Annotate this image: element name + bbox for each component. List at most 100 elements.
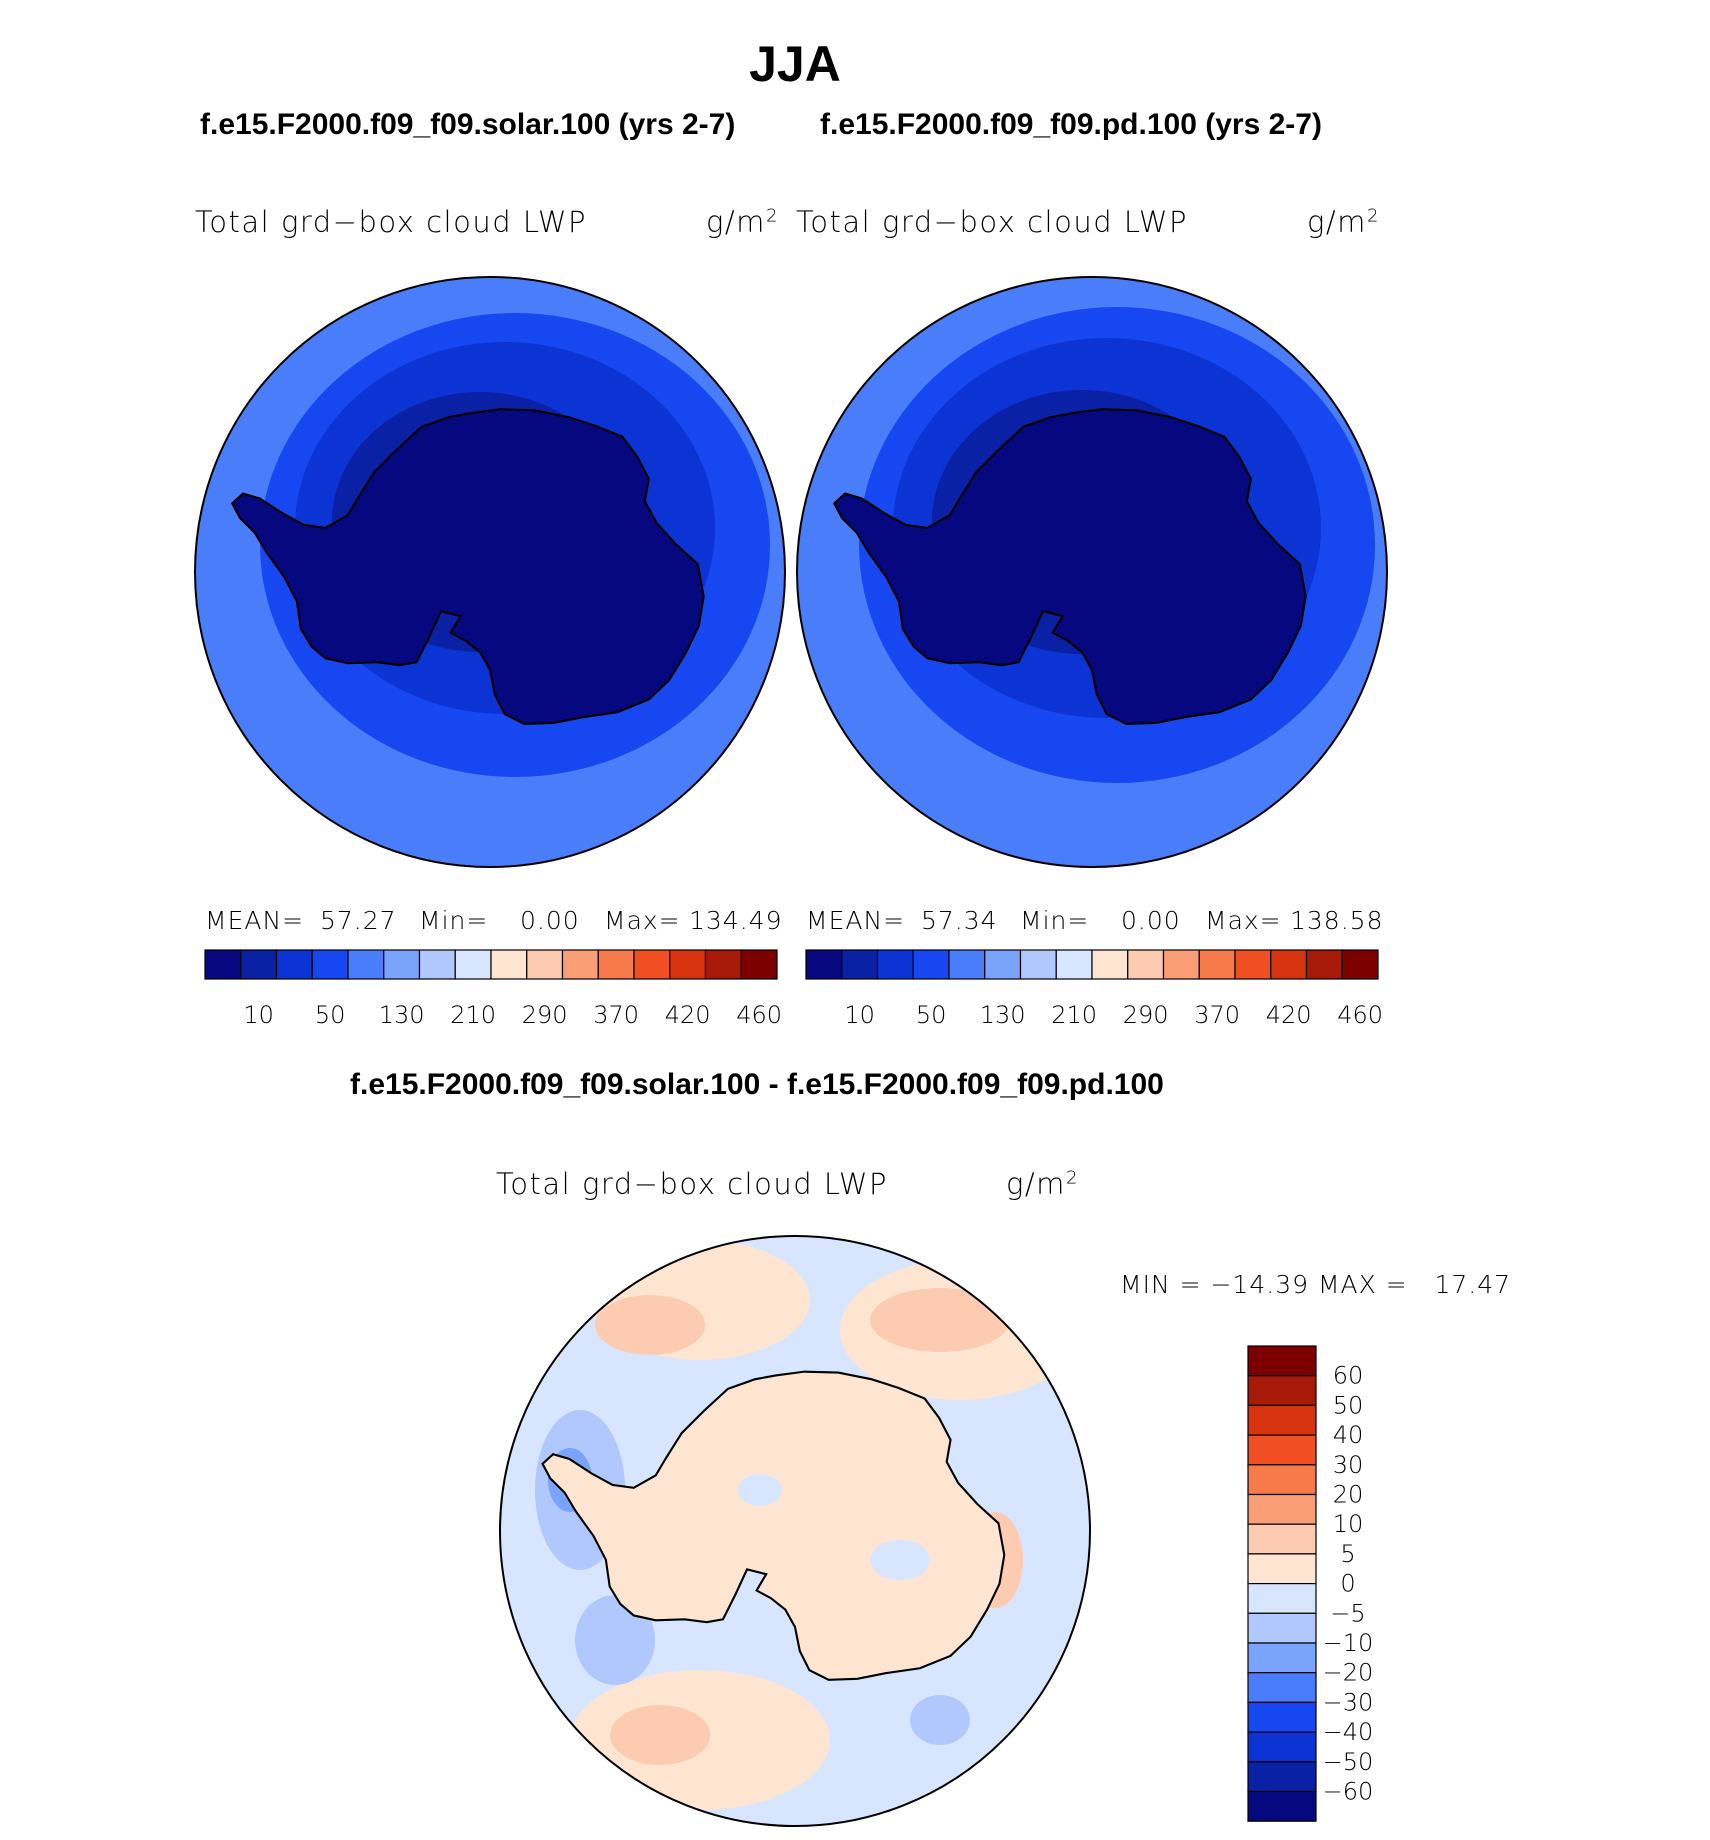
panel1-min-label: Min=: [419, 906, 489, 935]
panel1-colorbar-tick: 290: [522, 1001, 568, 1029]
panel1-colorbar-tick: 370: [593, 1001, 639, 1029]
panel2-mean-value: 57.34: [921, 906, 998, 935]
panel2-colorbar-box: [1270, 949, 1308, 980]
panel2-colorbar-tick: 460: [1337, 1001, 1383, 1029]
panel2-colorbar-box: [984, 949, 1022, 980]
panel2-colorbar-box: [805, 949, 843, 980]
panel1-colorbar-box: [669, 949, 707, 980]
diff-colorbar-box: [1247, 1493, 1317, 1525]
diff-colorbar-box: [1247, 1345, 1317, 1377]
panel1-colorbar-box: [597, 949, 635, 980]
panel1-colorbar-tick: 50: [315, 1001, 346, 1029]
panel2-colorbar-tick: 420: [1266, 1001, 1312, 1029]
diff-colorbar-tick: 5: [1340, 1540, 1355, 1568]
diff-colorbar-tick: 20: [1333, 1481, 1364, 1509]
diff-units-exp: 2: [1065, 1167, 1079, 1189]
panel1-units: g/m2: [706, 205, 779, 239]
diff-minmax: MIN = −14.39 MAX = 17.47: [1120, 1270, 1512, 1299]
panel1-units-base: g/m: [706, 205, 766, 239]
panel2-colorbar-box: [1162, 949, 1200, 980]
panel2-variable-label: Total grd−box cloud LWP: [796, 205, 1189, 239]
panel1-colorbar-tick: 210: [450, 1001, 496, 1029]
panel2-case-title: f.e15.F2000.f09_f09.pd.100 (yrs 2-7): [820, 108, 1322, 141]
panel1-colorbar-box: [204, 949, 242, 980]
panel1-colorbar-box: [454, 949, 492, 980]
panel2-colorbar-box: [1091, 949, 1129, 980]
diff-colorbar-box: [1247, 1404, 1317, 1436]
panel1-max-value: 134.49: [689, 906, 783, 935]
diff-colorbar-tick: −10: [1323, 1629, 1374, 1657]
diff-colorbar-box: [1247, 1790, 1317, 1822]
panel1-max-label: Max=: [604, 906, 681, 935]
panel1-colorbar-box: [275, 949, 313, 980]
panel2-colorbar-box: [1341, 949, 1379, 980]
diff-title: f.e15.F2000.f09_f09.solar.100 - f.e15.F2…: [350, 1068, 1164, 1101]
panel1-min-value: 0.00: [520, 906, 580, 935]
panel2-map: [796, 276, 1388, 868]
panel2-colorbar-box: [1055, 949, 1093, 980]
diff-colorbar-tick: −20: [1323, 1659, 1374, 1687]
diff-colorbar-box: [1247, 1612, 1317, 1644]
diff-colorbar-box: [1247, 1375, 1317, 1406]
panel2-colorbar-box: [1198, 949, 1236, 980]
diff-colorbar-tick: −60: [1323, 1778, 1374, 1806]
panel1-variable-label: Total grd−box cloud LWP: [195, 205, 588, 239]
diff-colorbar-tick: 0: [1340, 1570, 1355, 1598]
panel2-colorbar-box: [1234, 949, 1272, 980]
panel1-colorbar-box: [740, 949, 778, 980]
panel1-colorbar-box: [418, 949, 456, 980]
diff-colorbar-box: [1247, 1464, 1317, 1496]
diff-colorbar-box: [1247, 1582, 1317, 1614]
diff-colorbar-tick: −5: [1330, 1599, 1365, 1627]
panel2-max-label: Max=: [1205, 906, 1282, 935]
panel1-map: [194, 276, 786, 868]
panel1-colorbar: 10 50 130 210 290 370 420 460: [204, 949, 782, 1029]
panel2-colorbar-box: [912, 949, 950, 980]
panel2-min-value: 0.00: [1121, 906, 1181, 935]
diff-colorbar-tick: 60: [1333, 1362, 1364, 1390]
diff-units: g/m2: [1006, 1167, 1079, 1201]
panel2-colorbar-tick: 210: [1051, 1001, 1097, 1029]
panel1-colorbar-tick: 10: [243, 1001, 274, 1029]
diff-map: [499, 1235, 1091, 1827]
diff-colorbar-tick: 30: [1333, 1451, 1364, 1479]
diff-units-base: g/m: [1006, 1167, 1066, 1201]
panel2-max-value: 138.58: [1290, 906, 1384, 935]
panel2-units-exp: 2: [1366, 205, 1380, 227]
panel1-colorbar-box: [490, 949, 528, 980]
panel1-colorbar-tick: 130: [379, 1001, 425, 1029]
panel2-colorbar-tick: 50: [916, 1001, 947, 1029]
panel2-colorbar: 10 50 130 210 290 370 420 460: [805, 949, 1383, 1029]
panel1-colorbar-box: [311, 949, 349, 980]
panel2-colorbar-box: [841, 949, 879, 980]
panel1-colorbar-box: [561, 949, 599, 980]
panel1-colorbar-box: [704, 949, 742, 980]
diff-colorbar-tick: −50: [1323, 1748, 1374, 1776]
diff-colorbar-box: [1247, 1761, 1317, 1793]
diff-colorbar-tick: −40: [1323, 1718, 1374, 1746]
panel1-colorbar-box: [383, 949, 421, 980]
diff-colorbar-tick: −30: [1323, 1688, 1374, 1716]
panel2-colorbar-box: [1127, 949, 1165, 980]
panel2-min-label: Min=: [1020, 906, 1090, 935]
panel2-units: g/m2: [1307, 205, 1380, 239]
panel1-colorbar-box: [240, 949, 278, 980]
diff-colorbar-box: [1247, 1642, 1317, 1674]
panel1-colorbar-tick: 420: [665, 1001, 711, 1029]
panel1-mean-label: MEAN=: [205, 906, 305, 935]
diff-colorbar-tick: 10: [1333, 1510, 1364, 1538]
season-title: JJA: [749, 36, 841, 92]
diff-colorbar-box: [1247, 1523, 1317, 1555]
panel2-colorbar-tick: 370: [1194, 1001, 1240, 1029]
panel2-colorbar-tick: 130: [980, 1001, 1026, 1029]
diff-colorbar-box: [1247, 1672, 1317, 1703]
diff-colorbar-box: [1247, 1701, 1317, 1733]
panel1-colorbar-tick: 460: [736, 1001, 782, 1029]
panel2-colorbar-box: [948, 949, 986, 980]
diff-colorbar-tick: 50: [1333, 1391, 1364, 1419]
diff-colorbar-box: [1247, 1731, 1317, 1763]
panel2-colorbar-box: [876, 949, 914, 980]
panel1-colorbar-box: [347, 949, 385, 980]
